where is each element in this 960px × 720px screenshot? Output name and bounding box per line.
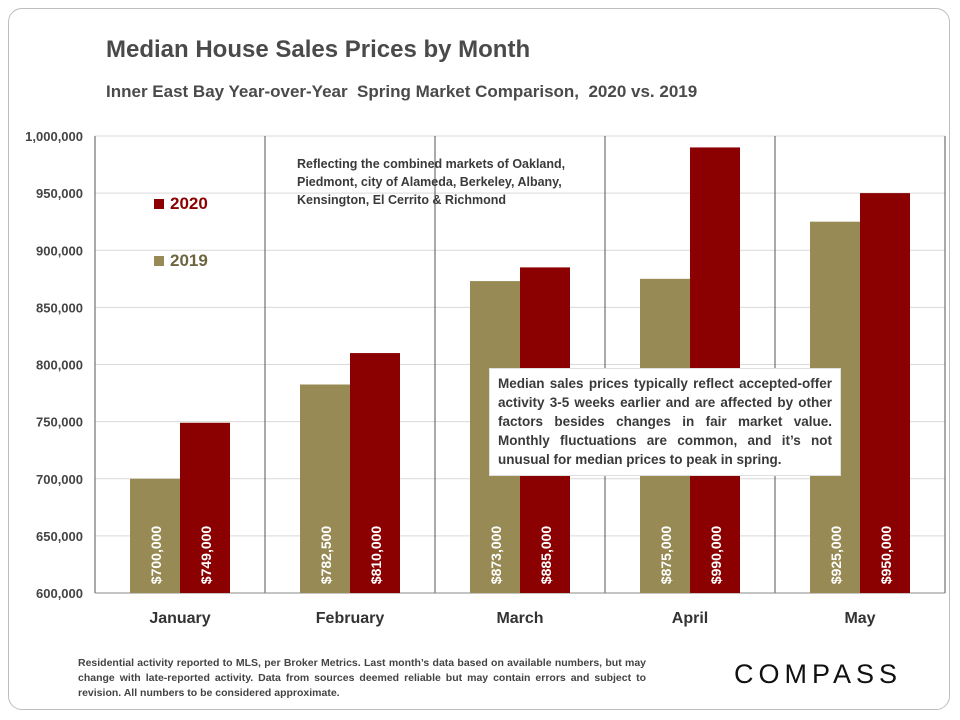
bar-2020 (860, 193, 910, 593)
bar-2020 (350, 353, 400, 593)
legend-swatch-2020 (154, 199, 164, 209)
y-tick-label: 750,000 (36, 415, 83, 430)
chart-title: Median House Sales Prices by Month (106, 36, 531, 63)
bar-2020 (180, 422, 230, 593)
bar-value-label: $990,000 (708, 526, 724, 585)
bar-2019 (130, 478, 180, 593)
bar-value-label: $749,000 (198, 526, 214, 585)
markets-note: Reflecting the combined markets of Oakla… (297, 157, 566, 207)
bar-2019 (300, 384, 350, 593)
bar-value-label: $950,000 (878, 526, 894, 585)
y-tick-label: 800,000 (36, 358, 83, 373)
x-tick-label: March (496, 610, 543, 627)
legend-swatch-2019 (154, 256, 164, 266)
bar-value-label: $782,500 (318, 526, 334, 585)
legend-label-2020: 2020 (170, 194, 208, 213)
legend-item-2020: 2020 (154, 194, 208, 214)
y-tick-label: 850,000 (36, 300, 83, 315)
bar-value-label: $873,000 (488, 526, 504, 585)
footnote: Residential activity reported to MLS, pe… (78, 657, 646, 699)
y-tick-label: 950,000 (36, 186, 83, 201)
x-tick-label: February (316, 610, 385, 627)
y-tick-label: 1,000,000 (25, 129, 83, 144)
x-tick-label: January (149, 610, 210, 627)
y-tick-label: 900,000 (36, 243, 83, 258)
y-tick-label: 600,000 (36, 586, 83, 601)
chart-frame (8, 8, 950, 710)
y-tick-label: 700,000 (36, 472, 83, 487)
bar-value-label: $885,000 (538, 526, 554, 585)
chart-subtitle: Inner East Bay Year-over-Year Spring Mar… (106, 82, 698, 101)
y-tick-label: 650,000 (36, 529, 83, 544)
legend-label-2019: 2019 (170, 251, 208, 270)
bar-value-label: $700,000 (148, 526, 164, 585)
bar-value-label: $810,000 (368, 526, 384, 585)
bar-value-label: $875,000 (658, 526, 674, 585)
disclaimer-note: Median sales prices typically reflect ac… (489, 368, 841, 476)
compass-logo: COMPASS (734, 659, 903, 689)
x-tick-label: April (672, 610, 708, 627)
legend-item-2019: 2019 (154, 251, 208, 271)
bar-value-label: $925,000 (828, 526, 844, 585)
x-tick-label: May (844, 610, 875, 627)
